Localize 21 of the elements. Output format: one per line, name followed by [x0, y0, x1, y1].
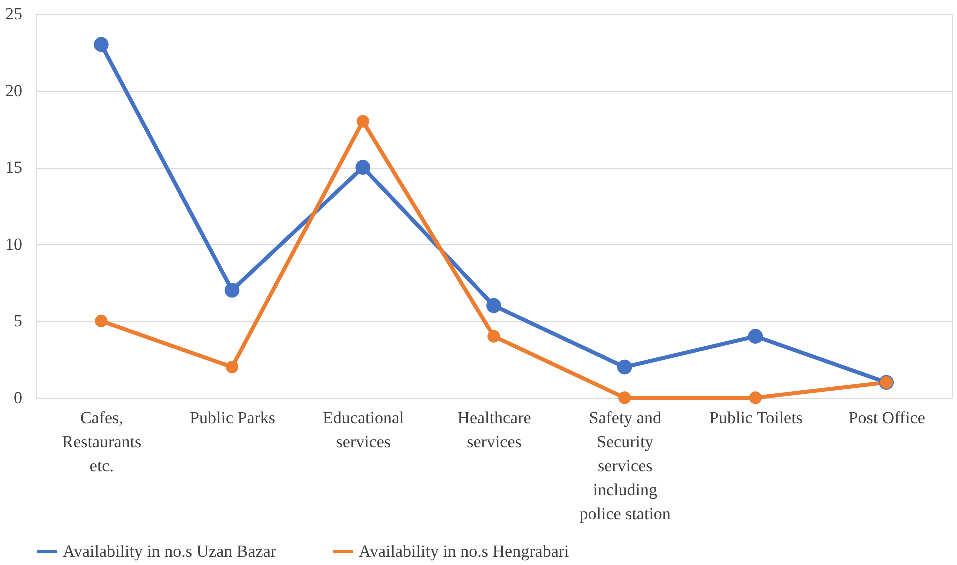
x-tick-label: Post Office: [848, 408, 926, 428]
y-tick-label: 15: [6, 158, 22, 178]
y-tick-label: 0: [14, 388, 22, 408]
y-tick-label: 20: [6, 81, 22, 100]
legend-label: Availability in no.s Hengrabari: [359, 542, 570, 561]
point: [486, 298, 502, 314]
point: [356, 160, 371, 175]
x-tick-label: Safety and Security services including police station: [580, 408, 672, 524]
x-tick-label: Cafes, Restaurants etc.: [62, 408, 142, 476]
y-tick-label: 25: [6, 4, 22, 24]
point: [617, 360, 632, 375]
point: [224, 283, 240, 298]
x-tick-label: Educational services: [323, 408, 405, 452]
legend-label: Availability in no.s Uzan Bazar: [63, 542, 277, 561]
y-tick-label: 10: [6, 234, 22, 254]
point: [94, 37, 109, 52]
x-tick-label: Public Parks: [190, 408, 276, 428]
x-tick-label: Public Toilets: [710, 408, 803, 428]
x-tick-label: Healthcare services: [458, 408, 532, 452]
y-tick-label: 5: [14, 312, 22, 331]
point: [748, 329, 764, 344]
